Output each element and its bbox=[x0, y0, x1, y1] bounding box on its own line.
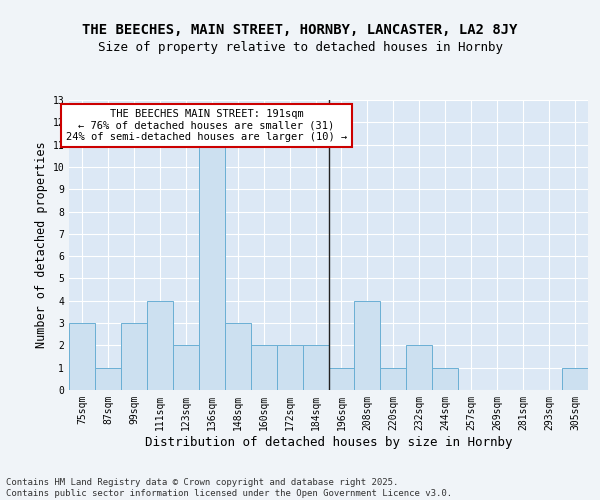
Bar bbox=[199, 144, 224, 390]
Bar bbox=[121, 323, 147, 390]
Bar bbox=[562, 368, 588, 390]
Bar bbox=[251, 346, 277, 390]
Text: Contains HM Land Registry data © Crown copyright and database right 2025.
Contai: Contains HM Land Registry data © Crown c… bbox=[6, 478, 452, 498]
Text: THE BEECHES MAIN STREET: 191sqm
← 76% of detached houses are smaller (31)
24% of: THE BEECHES MAIN STREET: 191sqm ← 76% of… bbox=[66, 109, 347, 142]
X-axis label: Distribution of detached houses by size in Hornby: Distribution of detached houses by size … bbox=[145, 436, 512, 448]
Bar bbox=[95, 368, 121, 390]
Text: THE BEECHES, MAIN STREET, HORNBY, LANCASTER, LA2 8JY: THE BEECHES, MAIN STREET, HORNBY, LANCAS… bbox=[82, 22, 518, 36]
Bar bbox=[277, 346, 302, 390]
Bar bbox=[225, 323, 251, 390]
Text: Size of property relative to detached houses in Hornby: Size of property relative to detached ho… bbox=[97, 41, 503, 54]
Bar bbox=[406, 346, 432, 390]
Bar bbox=[173, 346, 199, 390]
Y-axis label: Number of detached properties: Number of detached properties bbox=[35, 142, 48, 348]
Bar bbox=[147, 301, 173, 390]
Bar bbox=[69, 323, 95, 390]
Bar bbox=[302, 346, 329, 390]
Bar bbox=[329, 368, 355, 390]
Bar bbox=[380, 368, 406, 390]
Bar bbox=[433, 368, 458, 390]
Bar bbox=[355, 301, 380, 390]
